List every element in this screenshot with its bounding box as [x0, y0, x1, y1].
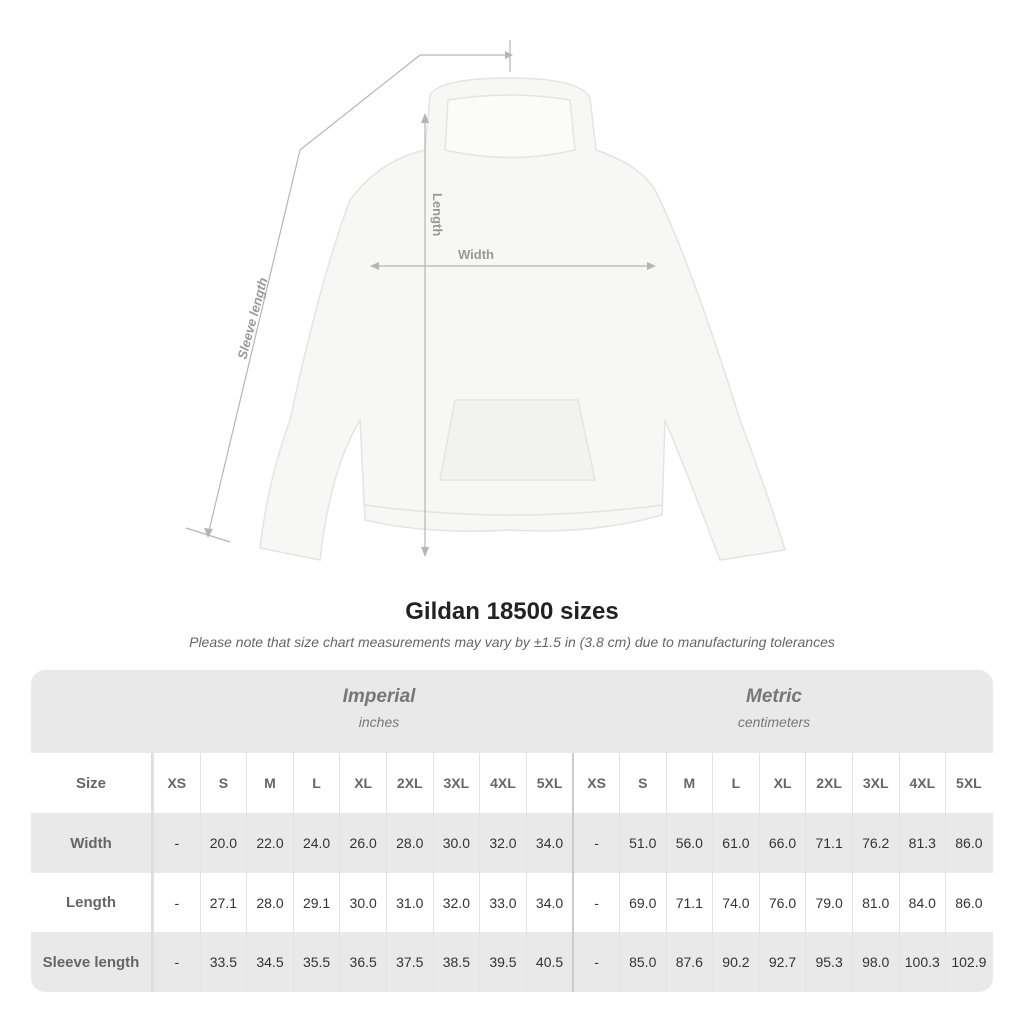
- metric-unit: centimeters: [737, 714, 811, 730]
- size-header-cell: 2XL: [805, 753, 852, 813]
- row-label: Size: [31, 753, 153, 813]
- value-cell: 51.0: [618, 813, 666, 873]
- table-row: Sleeve length -33.5 34.5 35.5 36.5 37.5 38.5 39…: [31, 932, 993, 992]
- size-table: Imperial inches Metric centimeters Size X…: [31, 670, 993, 992]
- value-cell: 22.0: [246, 813, 293, 873]
- value-cell: 40.5: [525, 932, 573, 992]
- page-title: Gildan 18500 sizes: [405, 598, 619, 625]
- value-cell: 71.1: [665, 873, 713, 932]
- row-label: Length: [31, 873, 153, 932]
- size-header-cell: 3XL: [851, 753, 899, 813]
- size-header-cell: S: [199, 753, 247, 813]
- size-header-cell: XS: [572, 753, 619, 813]
- value-cell: 69.0: [618, 873, 666, 932]
- value-cell: 27.1: [199, 873, 247, 932]
- value-cell: 79.0: [805, 873, 852, 932]
- value-cell: 32.0: [479, 813, 526, 873]
- size-header-cell: 4XL: [898, 753, 946, 813]
- size-header-cell: L: [712, 753, 759, 813]
- value-cell: 95.3: [805, 932, 852, 992]
- value-cell: -: [572, 873, 619, 932]
- value-cell: 26.0: [339, 813, 386, 873]
- value-cell: 100.3: [898, 932, 946, 992]
- size-header-cell: 5XL: [945, 753, 992, 813]
- value-cell: 33.5: [199, 932, 247, 992]
- value-cell: 92.7: [758, 932, 806, 992]
- value-cell: 102.9: [945, 932, 992, 992]
- value-cell: -: [153, 932, 200, 992]
- value-cell: 28.0: [385, 813, 433, 873]
- size-header-cell: M: [246, 753, 293, 813]
- value-cell: 35.5: [292, 932, 340, 992]
- metric-group: Metric centimeters: [574, 686, 974, 730]
- hoodie-diagram: Sleeve length Length Width: [185, 40, 786, 561]
- size-header-cell: XS: [153, 753, 200, 813]
- value-cell: 56.0: [665, 813, 713, 873]
- value-cell: -: [153, 873, 200, 932]
- value-cell: -: [153, 813, 200, 873]
- value-cell: 85.0: [618, 932, 666, 992]
- hoodie-image: [259, 77, 786, 561]
- value-cell: 31.0: [385, 873, 433, 932]
- value-cell: 81.0: [851, 873, 899, 932]
- metric-heading: Metric: [746, 686, 802, 707]
- size-header-cell: XL: [339, 753, 386, 813]
- value-cell: 39.5: [479, 932, 526, 992]
- unit-header-band: [31, 670, 993, 753]
- value-cell: 87.6: [665, 932, 713, 992]
- size-header-cell: 2XL: [385, 753, 433, 813]
- size-header-cell: L: [292, 753, 340, 813]
- size-header-cell: 4XL: [479, 753, 526, 813]
- value-cell: 76.2: [851, 813, 899, 873]
- value-cell: 84.0: [898, 873, 946, 932]
- value-cell: 66.0: [758, 813, 806, 873]
- value-cell: 90.2: [712, 932, 759, 992]
- value-cell: 61.0: [712, 813, 759, 873]
- value-cell: 20.0: [199, 813, 247, 873]
- value-cell: 37.5: [385, 932, 433, 992]
- value-cell: 29.1: [292, 873, 340, 932]
- size-header-cell: S: [618, 753, 666, 813]
- tolerance-note: Please note that size chart measurements…: [189, 634, 835, 650]
- value-cell: 24.0: [292, 813, 340, 873]
- value-cell: 30.0: [339, 873, 386, 932]
- size-header-cell: XL: [758, 753, 806, 813]
- size-header-cell: 5XL: [525, 753, 573, 813]
- table-row: Length -27.1 28.0 29.1 30.0 31.0 32.0 33.0 34.0-…: [31, 873, 993, 932]
- imperial-group: Imperial inches: [184, 686, 574, 730]
- value-cell: 32.0: [432, 873, 480, 932]
- row-label: Sleeve length: [31, 932, 153, 992]
- measurement-lines: [185, 40, 652, 552]
- imperial-heading: Imperial: [342, 686, 416, 707]
- value-cell: 71.1: [805, 813, 852, 873]
- row-label: Width: [31, 813, 153, 873]
- value-cell: 33.0: [479, 873, 526, 932]
- width-label: Width: [458, 247, 494, 262]
- value-cell: 36.5: [339, 932, 386, 992]
- table-row: Width -20.0 22.0 24.0 26.0 28.0 30.0 32.0 34.0-5…: [31, 813, 993, 873]
- size-header-cell: 3XL: [432, 753, 480, 813]
- value-cell: 86.0: [945, 873, 992, 932]
- imperial-unit: inches: [358, 714, 400, 730]
- value-cell: 38.5: [432, 932, 480, 992]
- value-cell: 34.0: [525, 873, 573, 932]
- value-cell: 98.0: [851, 932, 899, 992]
- value-cell: 86.0: [945, 813, 992, 873]
- value-cell: -: [572, 932, 619, 992]
- value-cell: 34.0: [525, 813, 573, 873]
- size-header-cell: M: [665, 753, 713, 813]
- value-cell: 28.0: [246, 873, 293, 932]
- value-cell: 81.3: [898, 813, 946, 873]
- value-cell: -: [572, 813, 619, 873]
- value-cell: 74.0: [712, 873, 759, 932]
- size-header-row: Size XS S M L XL 2XL 3XL 4XL 5XL XS S M L XL 2XL 3XL 4XL 5…: [31, 753, 993, 813]
- length-label: Length: [430, 193, 445, 236]
- value-cell: 30.0: [432, 813, 480, 873]
- value-cell: 76.0: [758, 873, 806, 932]
- value-cell: 34.5: [246, 932, 293, 992]
